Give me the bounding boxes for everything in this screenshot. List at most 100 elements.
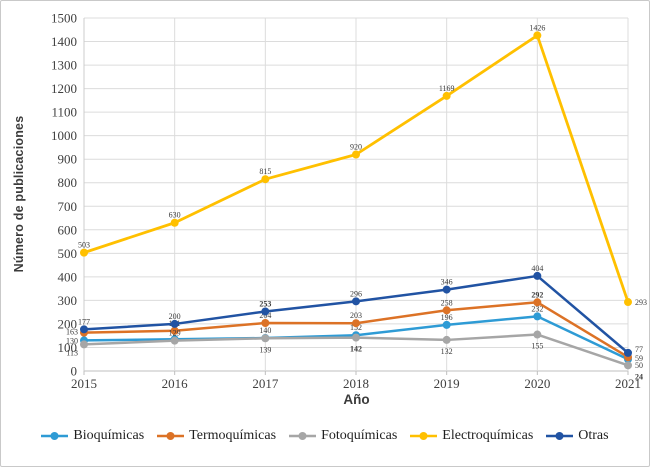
data-label: 50	[635, 361, 643, 370]
data-label: 142	[350, 345, 362, 354]
chart-canvas: 0 100 200 300 400 500 600 700 800 900 1000 1100 1200…	[51, 11, 647, 392]
data-point-termoquímicas	[170, 326, 179, 335]
y-tick-label: 400	[58, 269, 78, 284]
data-label: 152	[350, 323, 362, 332]
data-label: 59	[635, 354, 643, 363]
data-point-termoquímicas	[352, 319, 360, 328]
legend-item-bioquímicas: Bioquímicas	[41, 428, 144, 444]
y-tick-label: 1300	[51, 58, 77, 73]
data-point-electroquímicas	[80, 248, 88, 257]
data-label: 130	[66, 336, 78, 345]
data-label: 503	[78, 241, 90, 250]
y-tick-label: 200	[58, 316, 78, 331]
data-point-otras	[533, 271, 542, 280]
data-point-termoquímicas	[442, 306, 451, 315]
y-axis-title: Número de publicaciones	[12, 115, 26, 273]
data-label: 232	[531, 304, 543, 313]
data-point-bioquímicas	[442, 320, 451, 329]
data-label: 113	[66, 348, 78, 357]
y-tick-label: 0	[71, 364, 78, 379]
data-point-electroquímicas	[352, 150, 360, 159]
y-tick-label: 600	[58, 222, 78, 237]
data-label: 163	[66, 328, 78, 337]
data-point-bioquímicas	[533, 312, 542, 321]
data-label: 132	[441, 347, 453, 356]
y-tick-label: 1000	[51, 128, 77, 143]
data-label: 196	[441, 313, 453, 322]
data-label: 129	[169, 329, 181, 338]
y-tick-label: 1400	[51, 34, 77, 49]
legend-marker-icon	[410, 432, 438, 440]
y-tick-label: 800	[58, 175, 78, 190]
data-label: 1426	[529, 23, 545, 32]
data-point-otras	[624, 348, 632, 357]
data-label: 292	[531, 290, 543, 299]
data-point-otras	[261, 307, 270, 316]
data-label: 293	[635, 298, 647, 307]
data-label: 155	[531, 342, 543, 351]
data-label: 630	[169, 211, 181, 220]
legend-label: Electroquímicas	[442, 428, 534, 443]
x-tick-label: 2018	[343, 376, 369, 391]
data-point-otras	[352, 297, 360, 306]
data-point-otras	[170, 319, 179, 328]
data-point-fotoquímicas	[261, 334, 270, 343]
data-label: 404	[531, 264, 543, 273]
y-tick-label: 1200	[51, 81, 77, 96]
legend-marker-icon	[41, 432, 69, 440]
y-tick-label: 300	[58, 293, 78, 308]
legend-label: Fotoquímicas	[321, 428, 398, 443]
y-tick-label: 700	[58, 199, 78, 214]
data-label: 177	[78, 317, 90, 326]
data-label: 253	[259, 299, 271, 308]
data-point-fotoquímicas	[533, 330, 542, 339]
y-tick-label: 500	[58, 246, 78, 261]
x-tick-label: 2021	[615, 376, 641, 391]
x-tick-label: 2016	[162, 376, 189, 391]
data-label: 258	[441, 298, 453, 307]
data-point-electroquímicas	[261, 175, 270, 184]
data-point-fotoquímicas	[170, 336, 179, 345]
data-label: 140	[259, 326, 271, 335]
data-point-electroquímicas	[624, 298, 632, 307]
data-point-fotoquímicas	[80, 340, 88, 349]
data-label: 200	[169, 312, 181, 321]
data-label: 1169	[439, 84, 455, 93]
y-tick-label: 1100	[51, 105, 77, 120]
data-point-termoquímicas	[261, 318, 270, 327]
data-label: 296	[350, 289, 362, 298]
data-label: 346	[441, 278, 453, 287]
legend-item-electroquímicas: Electroquímicas	[410, 428, 533, 444]
legend-item-fotoquímicas: Fotoquímicas	[289, 428, 397, 444]
x-axis-title: Año	[343, 392, 370, 407]
data-point-fotoquímicas	[624, 361, 632, 370]
legend-item-termoquímicas: Termoquímicas	[157, 428, 276, 444]
chart-legend: Bioquímicas Termoquímicas Fotoquímicas Elec…	[1, 428, 649, 444]
y-tick-label: 1500	[51, 11, 77, 26]
data-point-fotoquímicas	[352, 333, 360, 342]
x-tick-label: 2015	[71, 376, 97, 391]
data-label: 815	[259, 167, 271, 176]
x-tick-label: 2019	[434, 376, 460, 391]
data-point-otras	[80, 325, 88, 334]
legend-marker-icon	[289, 432, 317, 440]
data-label: 204	[259, 311, 271, 320]
data-point-termoquímicas	[533, 298, 542, 307]
data-point-electroquímicas	[442, 91, 451, 100]
data-point-fotoquímicas	[442, 335, 451, 344]
legend-marker-icon	[157, 432, 185, 440]
legend-label: Termoquímicas	[189, 428, 277, 443]
x-tick-label: 2020	[524, 376, 550, 391]
legend-item-otras: Otras	[546, 428, 609, 444]
x-tick-label: 2017	[252, 376, 279, 391]
y-tick-label: 100	[58, 340, 78, 355]
legend-label: Otras	[578, 428, 609, 443]
legend-marker-icon	[546, 432, 574, 440]
data-label: 24	[635, 372, 643, 381]
legend-label: Bioquímicas	[73, 428, 145, 443]
data-label: 920	[350, 142, 362, 151]
data-label: 77	[635, 345, 643, 354]
y-tick-label: 900	[58, 152, 78, 167]
data-label: 203	[350, 311, 362, 320]
